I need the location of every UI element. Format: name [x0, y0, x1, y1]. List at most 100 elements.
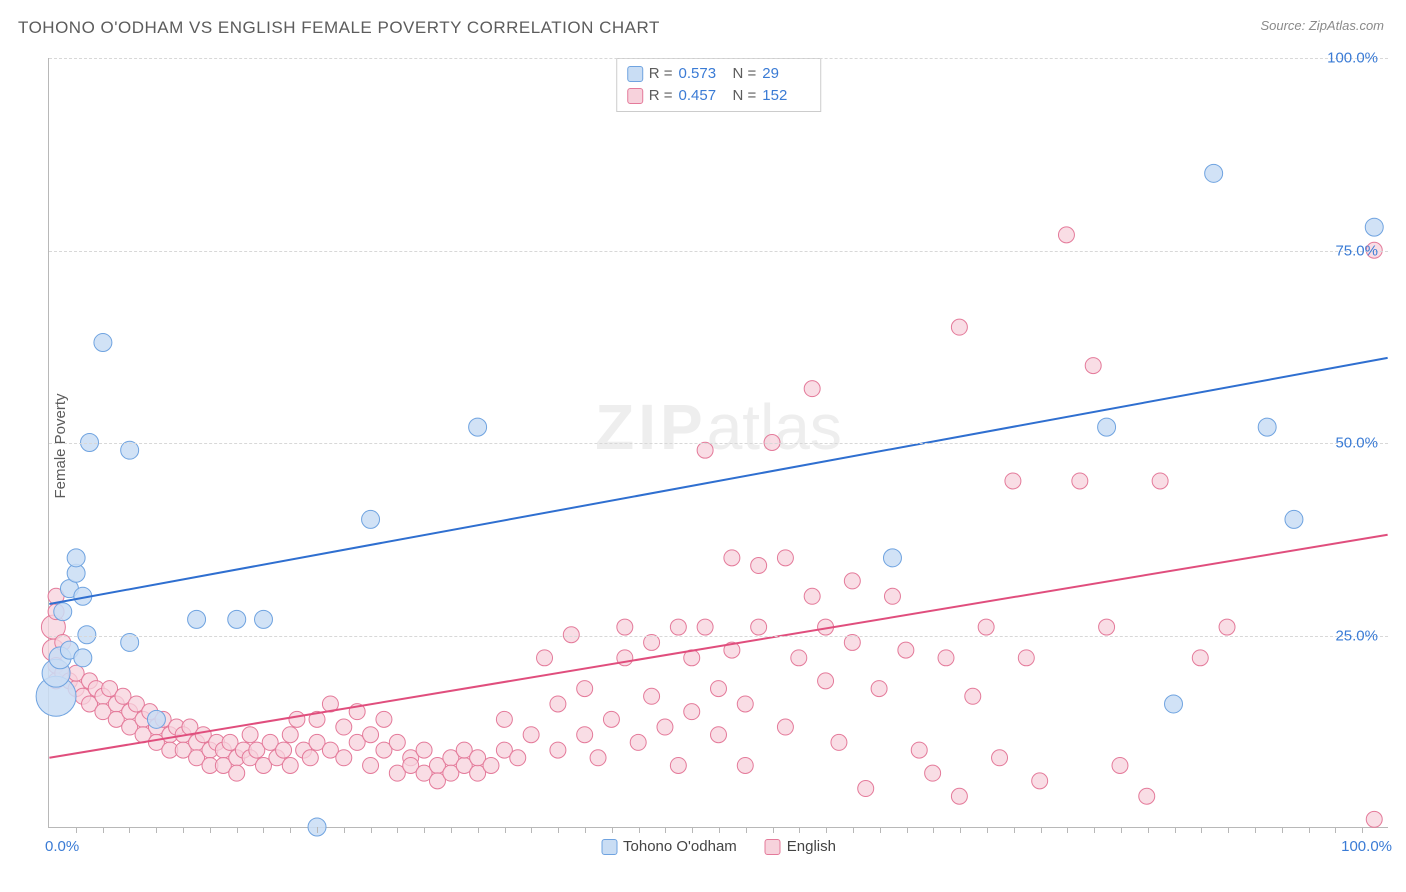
scatter-point [242, 727, 258, 743]
x-tick [880, 827, 881, 833]
scatter-point [818, 673, 834, 689]
scatter-point [884, 588, 900, 604]
scatter-point [898, 642, 914, 658]
x-tick [960, 827, 961, 833]
scatter-point [911, 742, 927, 758]
scatter-point [376, 711, 392, 727]
legend-n-value-1: 29 [762, 63, 810, 85]
x-tick [424, 827, 425, 833]
scatter-point [523, 727, 539, 743]
scatter-point [188, 610, 206, 628]
scatter-point [416, 742, 432, 758]
scatter-point [550, 742, 566, 758]
scatter-point [1366, 811, 1382, 827]
scatter-point [1192, 650, 1208, 666]
gridline [49, 251, 1388, 252]
series-legend-item-1: Tohono O'odham [601, 838, 737, 855]
scatter-point [362, 510, 380, 528]
x-tick [799, 827, 800, 833]
scatter-point [791, 650, 807, 666]
scatter-point [1099, 619, 1115, 635]
scatter-point [831, 734, 847, 750]
x-tick [1335, 827, 1336, 833]
y-tick-label: 75.0% [1335, 242, 1378, 259]
x-tick [103, 827, 104, 833]
x-tick [344, 827, 345, 833]
x-axis-max-label: 100.0% [1341, 838, 1392, 855]
chart-container: TOHONO O'ODHAM VS ENGLISH FEMALE POVERTY… [0, 0, 1406, 892]
scatter-point [1219, 619, 1235, 635]
scatter-point [1058, 227, 1074, 243]
scatter-point [644, 634, 660, 650]
x-tick [156, 827, 157, 833]
scatter-point [938, 650, 954, 666]
x-tick [183, 827, 184, 833]
x-tick [1175, 827, 1176, 833]
scatter-point [1032, 773, 1048, 789]
scatter-point [737, 696, 753, 712]
x-tick [612, 827, 613, 833]
y-tick-label: 100.0% [1327, 50, 1378, 67]
scatter-point [777, 550, 793, 566]
scatter-point [1085, 358, 1101, 374]
series-legend: Tohono O'odham English [601, 838, 836, 855]
scatter-point [1258, 418, 1276, 436]
x-tick [1255, 827, 1256, 833]
scatter-point [617, 619, 633, 635]
scatter-point [630, 734, 646, 750]
scatter-point [724, 550, 740, 566]
x-tick [290, 827, 291, 833]
scatter-point [844, 634, 860, 650]
x-axis-min-label: 0.0% [45, 838, 79, 855]
legend-r-value-1: 0.573 [679, 63, 727, 85]
scatter-point [951, 788, 967, 804]
trend-line [49, 358, 1387, 604]
x-tick [237, 827, 238, 833]
scatter-point [951, 319, 967, 335]
scatter-point [510, 750, 526, 766]
scatter-point [289, 711, 305, 727]
x-tick [1041, 827, 1042, 833]
series-name-2: English [787, 838, 836, 855]
x-tick [371, 827, 372, 833]
x-tick [1309, 827, 1310, 833]
legend-n-value-2: 152 [762, 85, 810, 107]
legend-n-label-2: N = [733, 85, 757, 107]
correlation-legend: R = 0.573 N = 29 R = 0.457 N = 152 [616, 58, 822, 112]
series-legend-item-2: English [765, 838, 836, 855]
scatter-point [363, 757, 379, 773]
scatter-point [777, 719, 793, 735]
legend-row-2: R = 0.457 N = 152 [627, 85, 811, 107]
scatter-point [147, 710, 165, 728]
x-tick [129, 827, 130, 833]
x-tick [692, 827, 693, 833]
scatter-point [537, 650, 553, 666]
legend-swatch-1 [627, 66, 643, 82]
scatter-point [336, 719, 352, 735]
scatter-point [657, 719, 673, 735]
scatter-point [276, 742, 292, 758]
x-tick [317, 827, 318, 833]
scatter-point [1005, 473, 1021, 489]
scatter-point [737, 757, 753, 773]
scatter-point [496, 711, 512, 727]
scatter-point [336, 750, 352, 766]
scatter-point [1112, 757, 1128, 773]
gridline [49, 58, 1388, 59]
scatter-point [228, 610, 246, 628]
scatter-point [670, 619, 686, 635]
scatter-point [483, 757, 499, 773]
legend-n-label-1: N = [733, 63, 757, 85]
scatter-point [697, 442, 713, 458]
scatter-point [1152, 473, 1168, 489]
source-label: Source: ZipAtlas.com [1260, 18, 1384, 33]
scatter-point [1018, 650, 1034, 666]
scatter-point [74, 649, 92, 667]
x-tick [1014, 827, 1015, 833]
x-tick [1067, 827, 1068, 833]
x-tick [1228, 827, 1229, 833]
scatter-point [469, 418, 487, 436]
x-tick [826, 827, 827, 833]
x-tick [558, 827, 559, 833]
plot-area: ZIPatlas R = 0.573 N = 29 R = 0.457 N = … [48, 58, 1388, 828]
